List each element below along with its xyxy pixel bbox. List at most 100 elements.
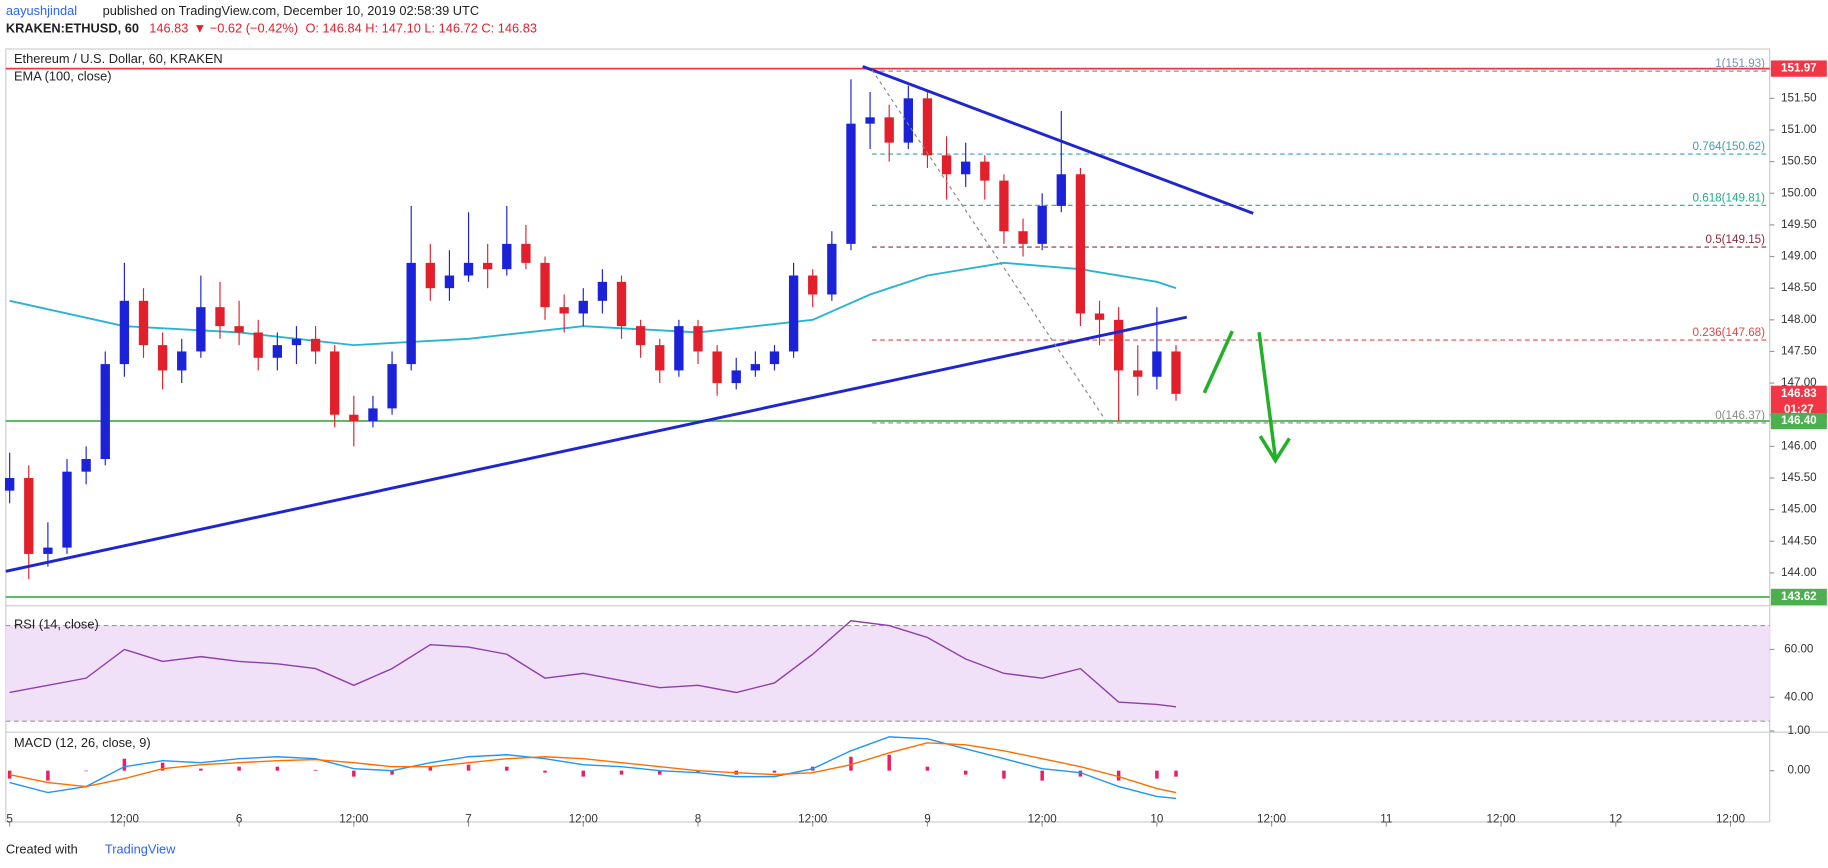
macd-hist (313, 769, 318, 771)
candle-body (502, 243, 512, 270)
macd-hist (199, 768, 203, 771)
rsi-tick-label: 40.00 (1784, 690, 1814, 703)
trendline (862, 65, 1254, 215)
candle-body (1171, 351, 1181, 394)
candle-body (368, 408, 378, 422)
y-tick-label: 146.00 (1781, 439, 1817, 452)
x-tick-label: 12 (1609, 813, 1622, 826)
x-tick-label: 12:00 (339, 813, 369, 826)
macd-hist (428, 766, 433, 771)
macd-hist (581, 770, 586, 777)
x-tick-label: 12:00 (798, 813, 828, 826)
macd-hist (122, 758, 127, 771)
level-tag-label: 151.97 (1781, 62, 1817, 75)
candle-body (119, 300, 130, 365)
candle-body (884, 117, 894, 143)
macd-hist (849, 756, 853, 771)
candle-body (100, 364, 110, 460)
candle-body (1075, 174, 1086, 314)
candle-body (1113, 319, 1124, 371)
plot: 5 12:00 6 12:00 7 12:00 8 12:00 9 12:00 10 12:00 11 1… (4, 57, 1827, 827)
fib-diagonal (871, 69, 1106, 421)
level-tag-label: 146.40 (1781, 414, 1817, 427)
level-tag (1770, 588, 1827, 606)
candle-body (597, 281, 608, 301)
fib-label: 1(151.93) (1715, 57, 1765, 70)
candle-body (215, 307, 225, 327)
rsi-tick-label: 60.00 (1784, 643, 1814, 656)
macd-hist (237, 766, 241, 771)
y-tick-label: 150.50 (1781, 155, 1817, 168)
frame (5, 48, 1771, 823)
x-tick-label: 12:00 (110, 813, 140, 826)
rsi-legend: RSI (14, close) (14, 616, 99, 631)
candle-body (865, 117, 875, 124)
fib-label: 0.764(150.62) (1693, 140, 1766, 153)
macd-tick-label: 0.00 (1788, 764, 1811, 777)
candle-body (922, 98, 933, 156)
y-tick-label: 144.50 (1781, 534, 1817, 547)
candle-body (81, 459, 91, 472)
candle-body (693, 326, 703, 352)
rsi-band (5, 625, 1770, 722)
symbol: KRAKEN:ETHUSD, 60 (6, 21, 139, 36)
y-tick-label: 149.00 (1781, 250, 1817, 263)
level-tag-label: 146.83 (1781, 387, 1817, 400)
fib-label: 0.5(149.15) (1705, 233, 1765, 246)
fib-label: 0.618(149.81) (1693, 191, 1766, 204)
macd-hist (772, 770, 777, 773)
macd-hist (7, 770, 12, 779)
x-tick-label: 6 (236, 813, 242, 826)
last-price: 146.83 (149, 21, 188, 36)
candle-body (521, 243, 531, 263)
candle-body (1133, 370, 1143, 377)
candle-body (827, 243, 837, 295)
macd-hist (275, 766, 280, 771)
y-tick-label: 147.50 (1781, 345, 1817, 358)
candle-body (291, 338, 302, 346)
x-tick-label: 12:00 (1716, 813, 1746, 826)
x-tick-label: 12:00 (1028, 813, 1058, 826)
candle-body (1018, 231, 1028, 244)
candle-body (463, 262, 474, 276)
candle-body (808, 275, 818, 295)
candle-body (483, 262, 493, 270)
candle-body (330, 351, 340, 415)
candle-body (980, 161, 990, 181)
candle-body (559, 307, 569, 314)
x-tick-label: 8 (695, 813, 701, 826)
candle-body (43, 547, 53, 554)
y-tick-label: 151.00 (1781, 123, 1817, 136)
author[interactable]: aayushjindal (6, 3, 77, 18)
x-tick-label: 9 (924, 813, 930, 826)
macd-hist (887, 754, 891, 771)
fib-label: 0(146.37) (1715, 409, 1765, 422)
candle-body (578, 300, 588, 314)
macd-hist (1040, 770, 1044, 781)
arrow-down (1257, 332, 1291, 464)
macd-hist (1155, 770, 1159, 779)
footer-brand[interactable]: TradingView (105, 841, 176, 856)
macd-hist (160, 762, 165, 771)
fib-label: 0.236(147.68) (1693, 326, 1766, 339)
macd-hist (505, 766, 509, 771)
y-tick-label: 149.50 (1781, 218, 1817, 231)
candle-body (138, 300, 149, 346)
candle-body (272, 345, 283, 358)
macd-hist (963, 770, 968, 775)
macd-hist (352, 770, 356, 777)
rsi-line (9, 620, 1177, 708)
candle-body (444, 275, 455, 289)
chart-title: Ethereum / U.S. Dollar, 60, KRAKEN (14, 51, 223, 66)
macd-hist (1002, 770, 1006, 779)
candle-body (1094, 313, 1105, 320)
candle-body (4, 477, 15, 491)
candle-body (196, 307, 206, 352)
candle-body (62, 471, 72, 548)
candle-body (712, 351, 722, 384)
candle-body (903, 98, 913, 143)
y-tick-label: 151.50 (1781, 91, 1817, 104)
x-tick-label: 11 (1380, 813, 1392, 826)
macd-hist (543, 770, 547, 773)
